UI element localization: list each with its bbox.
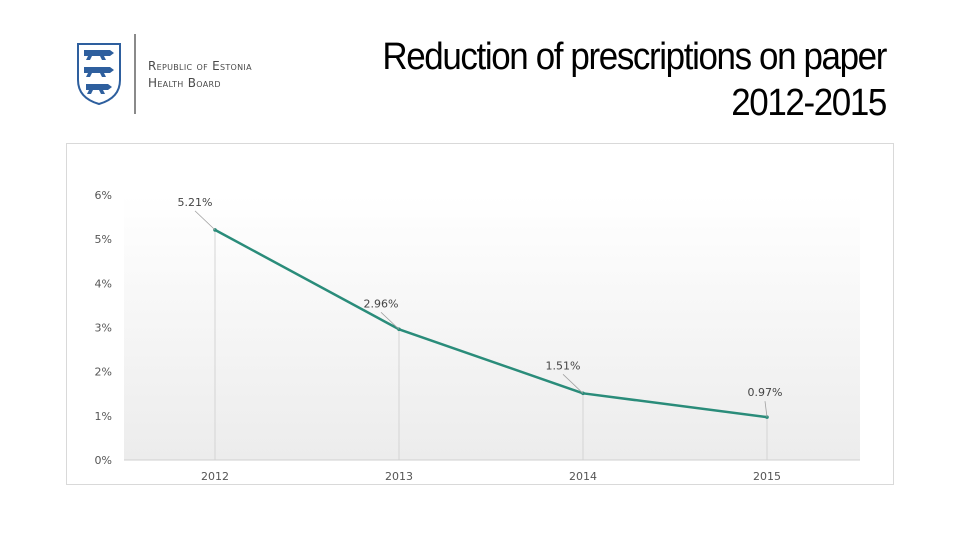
x-tick-label: 2015 — [753, 470, 781, 483]
data-label-leader — [764, 401, 768, 418]
y-tick-label: 4% — [95, 277, 112, 290]
logo-separator — [134, 34, 136, 114]
data-label-leader — [562, 374, 584, 394]
x-tick-label: 2014 — [569, 470, 597, 483]
y-tick-label: 0% — [95, 454, 112, 467]
y-tick-label: 2% — [95, 366, 112, 379]
x-tick-label: 2013 — [385, 470, 413, 483]
data-label: 1.51% — [546, 359, 581, 372]
drop-lines — [124, 229, 860, 461]
y-tick-label: 5% — [95, 233, 112, 246]
data-label: 5.21% — [178, 196, 213, 209]
series-line — [214, 228, 768, 419]
data-label: 2.96% — [364, 297, 399, 310]
y-axis: 0% 1% 2% 3% 4% 5% 6% — [95, 189, 112, 467]
page-title: Reduction of prescriptions on paper 2012… — [382, 36, 887, 124]
data-label-leader — [194, 210, 216, 231]
health-board-logo: Republic of Estonia Health Board — [76, 34, 296, 114]
logo-line-2: Health Board — [148, 76, 221, 90]
y-tick-label: 6% — [95, 189, 112, 202]
coat-of-arms-icon — [77, 43, 121, 106]
plot-area — [124, 195, 860, 460]
data-labels: 5.21% 2.96% 1.51% 0.97% — [178, 196, 783, 418]
y-tick-label: 1% — [95, 410, 112, 423]
y-tick-label: 3% — [95, 322, 112, 335]
logo-text: Republic of Estonia Health Board — [148, 58, 252, 92]
logo-line-1: Republic of Estonia — [148, 59, 252, 73]
x-axis: 2012 2013 2014 2015 — [201, 470, 781, 483]
data-label-leader — [380, 311, 400, 330]
data-label: 0.97% — [748, 386, 783, 399]
x-tick-label: 2012 — [201, 470, 229, 483]
